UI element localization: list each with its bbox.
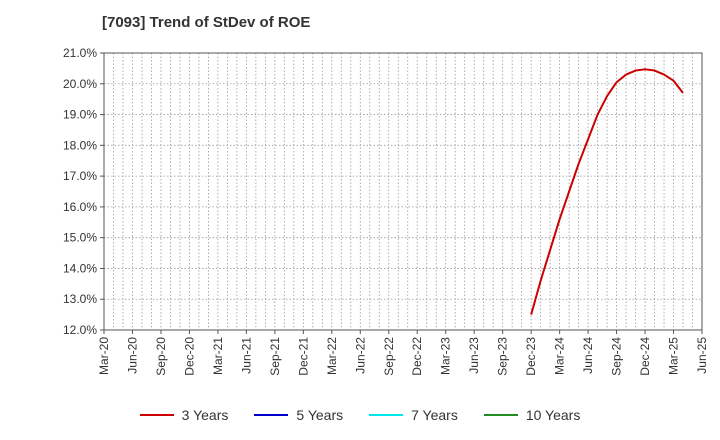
x-tick-label: Dec-24 bbox=[638, 337, 652, 376]
y-tick-label: 12.0% bbox=[63, 323, 97, 337]
x-tick-label: Dec-20 bbox=[182, 337, 196, 376]
x-tick-label: Jun-21 bbox=[239, 337, 253, 374]
chart-title: [7093] Trend of StDev of ROE bbox=[102, 14, 311, 31]
legend-label: 5 Years bbox=[296, 407, 344, 423]
x-tick-label: Sep-22 bbox=[382, 337, 396, 376]
y-tick-label: 15.0% bbox=[63, 231, 97, 245]
grid-layer bbox=[104, 52, 702, 331]
y-tick-label: 13.0% bbox=[63, 292, 97, 306]
x-tick-label: Mar-23 bbox=[439, 337, 453, 375]
x-tick-label: Sep-21 bbox=[268, 337, 282, 376]
x-tick-label: Dec-23 bbox=[524, 337, 538, 376]
y-tick-label: 18.0% bbox=[63, 138, 97, 152]
series-line-3-years bbox=[530, 68, 684, 315]
legend-swatch bbox=[254, 414, 289, 416]
legend-item-10-years: 10 Years bbox=[483, 407, 581, 423]
x-tick-label: Jun-22 bbox=[353, 337, 367, 374]
legend-swatch bbox=[369, 414, 404, 416]
x-tick-label: Dec-22 bbox=[410, 337, 424, 376]
legend-item-5-years: 5 Years bbox=[254, 407, 343, 423]
y-tick-label: 17.0% bbox=[63, 169, 97, 183]
legend: 3 Years 5 Years 7 Years 10 Years bbox=[0, 404, 720, 426]
y-tick-label: 16.0% bbox=[63, 200, 97, 214]
x-tick-label: Dec-21 bbox=[296, 337, 310, 376]
plot-frame bbox=[103, 52, 703, 331]
x-tick-label: Jun-25 bbox=[695, 337, 709, 374]
y-tick-label: 20.0% bbox=[63, 77, 97, 91]
legend-label: 7 Years bbox=[411, 407, 458, 423]
x-tick-label: Sep-23 bbox=[496, 337, 510, 376]
legend-label: 3 Years bbox=[181, 407, 229, 423]
legend-item-7-years: 7 Years bbox=[369, 407, 458, 423]
y-tick-label: 21.0% bbox=[63, 46, 97, 60]
legend-swatch bbox=[483, 414, 518, 416]
legend-label: 10 Years bbox=[525, 407, 581, 423]
series-layer bbox=[530, 68, 684, 315]
x-tick-label: Jun-24 bbox=[581, 337, 595, 374]
x-tick-label: Mar-25 bbox=[667, 337, 681, 375]
x-tick-label: Mar-20 bbox=[97, 337, 111, 375]
y-tick-label: 14.0% bbox=[63, 261, 97, 275]
x-tick-label: Jun-20 bbox=[125, 337, 139, 374]
y-tick-label: 19.0% bbox=[63, 108, 97, 122]
x-tick-label: Jun-23 bbox=[467, 337, 481, 374]
x-tick-label: Mar-21 bbox=[211, 337, 225, 375]
x-axis: Mar-20 Jun-20 Sep-20 Dec-20 Mar-21 Jun-21 Sep-… bbox=[97, 330, 709, 376]
x-tick-label: Mar-24 bbox=[553, 337, 567, 375]
legend-item-3-years: 3 Years bbox=[139, 407, 229, 423]
x-tick-label: Sep-24 bbox=[610, 337, 624, 376]
y-axis: 12.0% 13.0% 14.0% 15.0% 16.0% 17.0% 18.0% 19.0%… bbox=[63, 46, 104, 337]
legend-swatch bbox=[139, 414, 174, 416]
x-tick-label: Sep-20 bbox=[154, 337, 168, 376]
x-tick-label: Mar-22 bbox=[325, 337, 339, 375]
